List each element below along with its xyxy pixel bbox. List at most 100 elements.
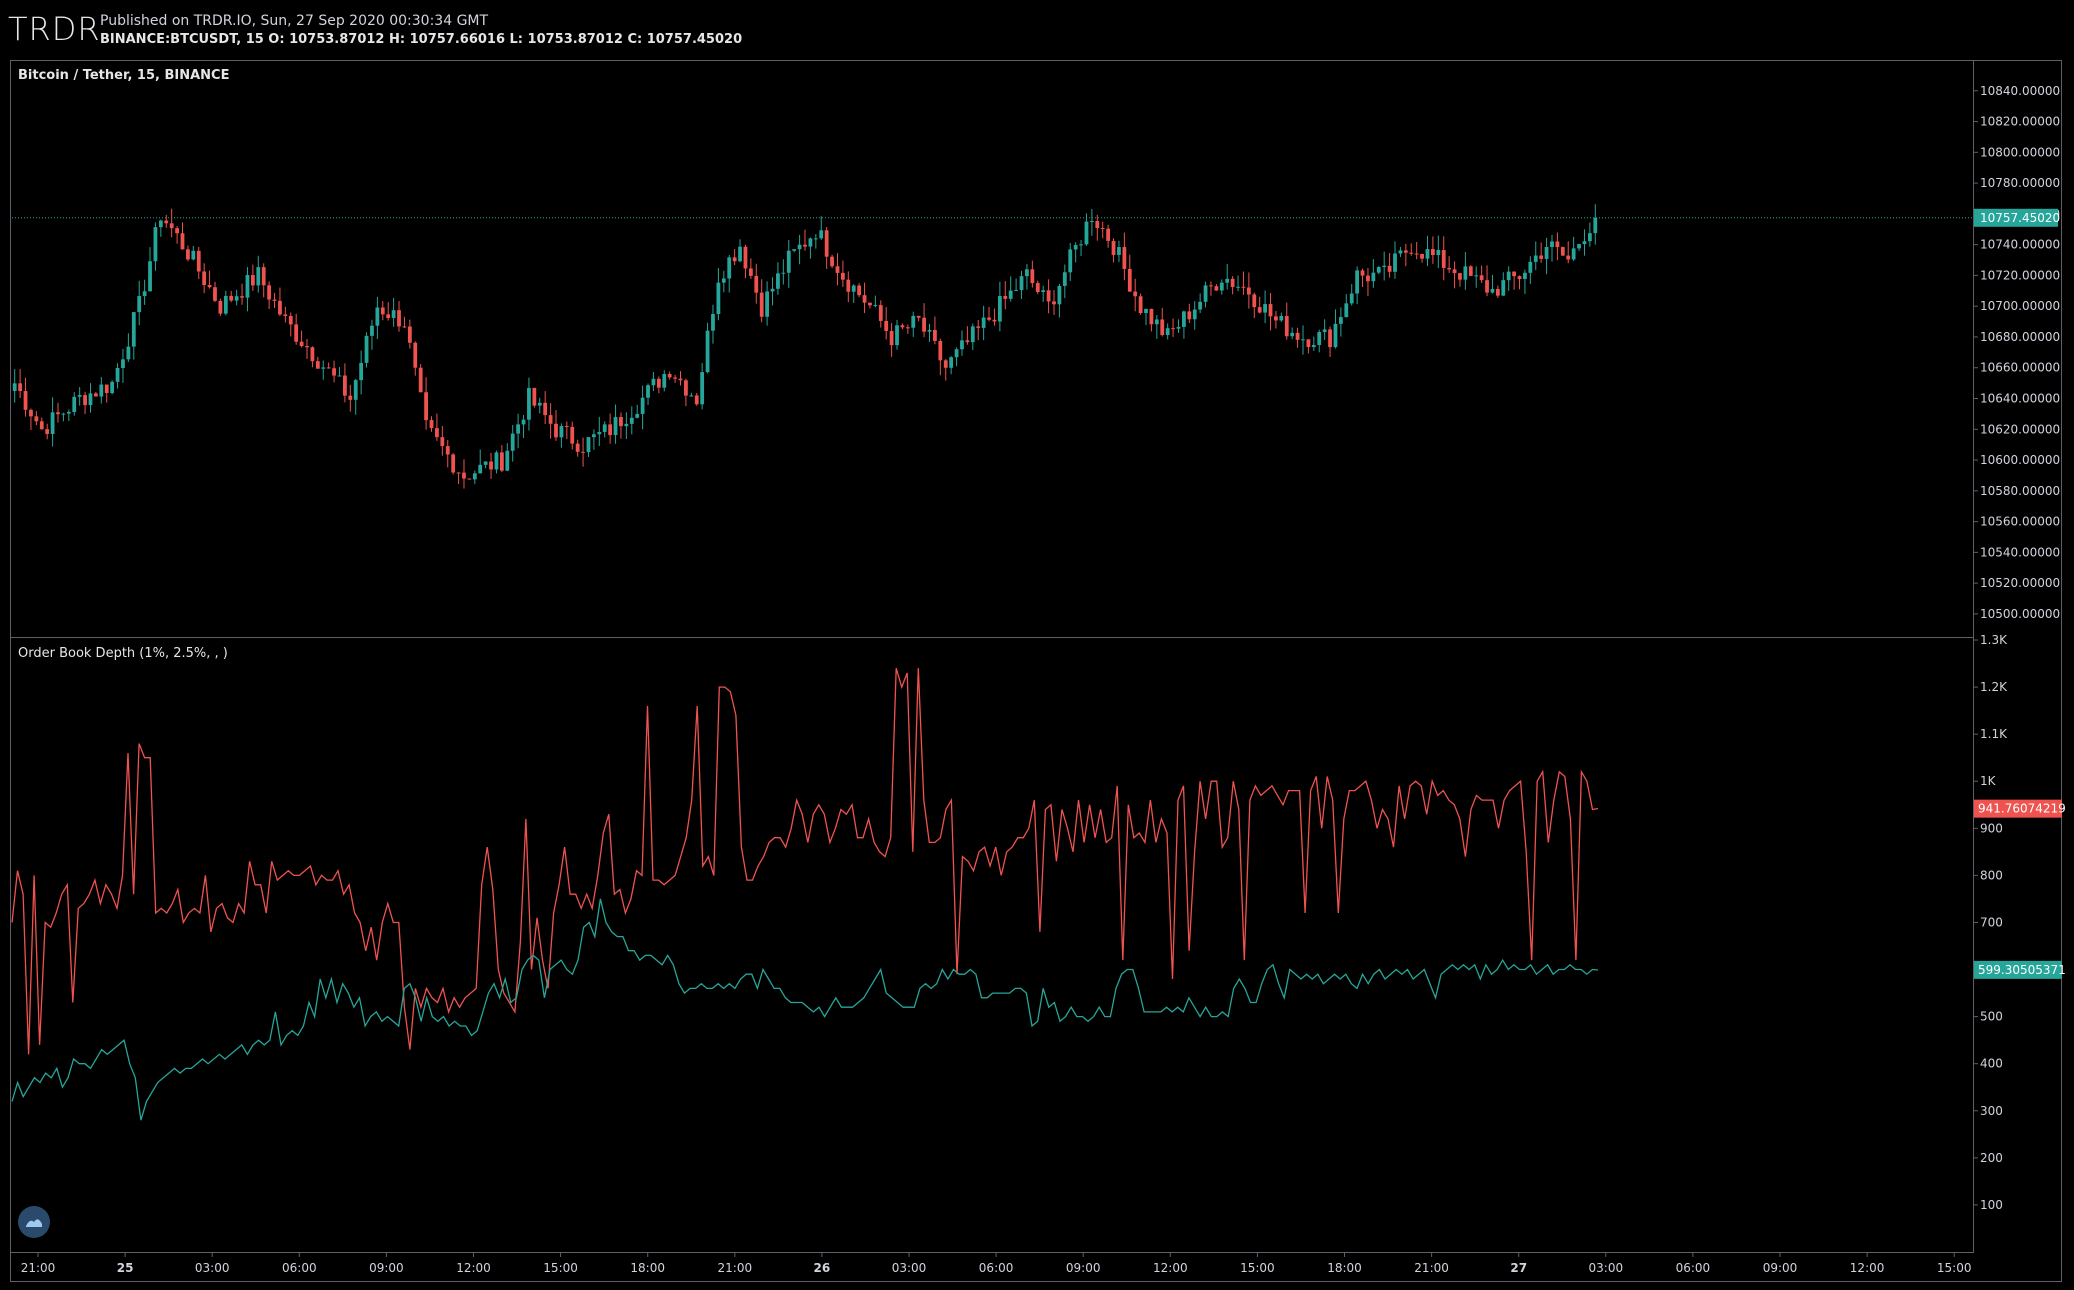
candle-body xyxy=(1230,278,1235,287)
candle-body xyxy=(846,279,851,292)
candle-body xyxy=(435,428,439,438)
candle-body xyxy=(868,302,872,306)
candle-body xyxy=(602,424,607,432)
candle-body xyxy=(131,312,136,347)
candle-body xyxy=(581,451,585,453)
candle-body xyxy=(1355,270,1360,294)
candle-body xyxy=(824,230,829,257)
candle-body xyxy=(992,319,997,322)
candle-body xyxy=(711,314,715,331)
candle-body xyxy=(1452,269,1457,274)
candle-body xyxy=(283,314,288,316)
candle-body xyxy=(1008,290,1013,299)
candle-body xyxy=(830,256,834,267)
candle-body xyxy=(954,349,959,358)
candle-body xyxy=(1274,316,1278,321)
candle-body xyxy=(348,395,353,400)
depth-tick-label: 900 xyxy=(1980,821,2003,835)
candle-body xyxy=(1257,307,1262,313)
candle-body xyxy=(765,291,770,317)
candle-body xyxy=(803,244,807,247)
candle-body xyxy=(1284,316,1289,337)
candle-body xyxy=(1290,332,1295,337)
price-tick-label: 10620.00000 xyxy=(1980,422,2060,436)
candle-body xyxy=(1495,288,1500,296)
candle-body xyxy=(770,288,775,292)
candle-body xyxy=(1571,248,1576,260)
candle-body xyxy=(516,424,521,434)
candle-body xyxy=(1198,301,1203,310)
candle-body xyxy=(462,472,466,479)
last-price-label: 10757.45020 xyxy=(1980,211,2060,225)
ohlc-readout: BINANCE:BTCUSDT, 15 O: 10753.87012 H: 10… xyxy=(100,32,743,47)
depth-tick-label: 700 xyxy=(1980,915,2003,929)
candle-body xyxy=(521,419,526,425)
candle-body xyxy=(1236,286,1240,288)
candle-body xyxy=(1171,328,1175,330)
price-tick-label: 10780.00000 xyxy=(1980,176,2060,190)
candle-body xyxy=(927,329,932,332)
candle-body xyxy=(1084,221,1089,245)
candle-body xyxy=(1539,255,1544,259)
candle-body xyxy=(34,416,39,422)
candle-body xyxy=(1095,221,1100,229)
candle-body xyxy=(83,395,87,406)
candle-body xyxy=(900,325,905,328)
time-tick-label: 12:00 xyxy=(1850,1261,1885,1275)
candle-body xyxy=(1512,271,1516,277)
candle-body xyxy=(321,367,326,369)
time-tick-label: 03:00 xyxy=(892,1261,927,1275)
candle-body xyxy=(510,433,515,451)
candle-body xyxy=(413,342,418,368)
candle-body xyxy=(245,275,250,298)
candle-body xyxy=(445,446,450,455)
candle-body xyxy=(1035,283,1040,293)
candle-body xyxy=(1301,339,1305,341)
candle-body xyxy=(1550,241,1554,248)
time-tick-label: 15:00 xyxy=(1240,1261,1275,1275)
candle-body xyxy=(1349,293,1354,304)
candle-body xyxy=(50,412,55,434)
candle-body xyxy=(370,325,374,336)
time-tick-label: 18:00 xyxy=(1327,1261,1362,1275)
time-tick-label: 06:00 xyxy=(979,1261,1014,1275)
price-tick-label: 10660.00000 xyxy=(1980,361,2060,375)
candle-body xyxy=(738,246,742,262)
time-tick-label: 15:00 xyxy=(543,1261,578,1275)
candle-body xyxy=(570,426,575,444)
candle-body xyxy=(965,340,970,343)
candle-body xyxy=(873,305,878,307)
candle-body xyxy=(786,250,791,273)
candle-body xyxy=(126,346,131,360)
price-tick-label: 10800.00000 xyxy=(1980,145,2060,159)
candle-body xyxy=(148,261,152,292)
candle-body xyxy=(911,315,916,328)
candle-body xyxy=(1490,288,1495,293)
candle-body xyxy=(862,295,867,303)
candle-body xyxy=(478,464,483,474)
candle-body xyxy=(754,275,759,293)
candle-body xyxy=(1447,267,1452,270)
candle-body xyxy=(1014,290,1019,292)
candle-body xyxy=(288,315,293,325)
candle-body xyxy=(1241,286,1246,288)
candle-body xyxy=(792,249,797,251)
candle-body xyxy=(494,452,499,470)
candle-body xyxy=(1111,240,1116,255)
candle-body xyxy=(1387,265,1392,272)
candle-body xyxy=(1182,311,1186,327)
candle-body xyxy=(451,454,456,473)
pane-divider[interactable] xyxy=(10,637,1974,638)
candle-body xyxy=(142,291,147,297)
candle-body xyxy=(543,402,548,416)
candle-body xyxy=(716,282,721,315)
candle-body xyxy=(353,380,358,400)
candle-body xyxy=(987,317,991,320)
candle-body xyxy=(213,287,217,301)
time-tick-label: 15:00 xyxy=(1937,1261,1972,1275)
candle-body xyxy=(397,310,401,327)
candle-body xyxy=(527,387,531,420)
candle-body xyxy=(781,272,786,274)
header: TRDR Published on TRDR.IO, Sun, 27 Sep 2… xyxy=(0,0,2074,58)
